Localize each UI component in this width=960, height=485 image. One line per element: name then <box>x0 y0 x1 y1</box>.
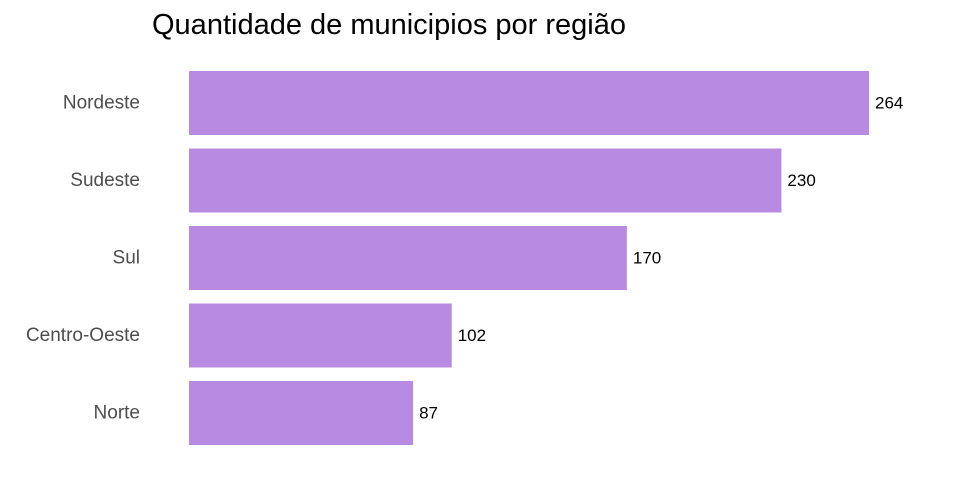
value-label-sudeste: 230 <box>787 171 815 190</box>
value-label-sul: 170 <box>633 249 661 268</box>
value-label-norte: 87 <box>419 404 438 423</box>
bar-centro-oeste <box>189 303 452 368</box>
bar-nordeste <box>189 71 869 135</box>
bar-sudeste <box>189 148 782 213</box>
category-label-norte: Norte <box>94 403 140 424</box>
chart-title: Quantidade de municipios por região <box>152 9 626 41</box>
bar-sul <box>189 226 627 290</box>
category-label-centro-oeste: Centro-Oeste <box>26 325 140 346</box>
bar-norte <box>189 381 414 445</box>
category-label-sudeste: Sudeste <box>70 170 140 191</box>
value-label-centro-oeste: 102 <box>458 326 486 345</box>
category-label-nordeste: Nordeste <box>63 93 140 114</box>
value-label-nordeste: 264 <box>875 94 903 113</box>
category-label-sul: Sul <box>113 248 140 269</box>
